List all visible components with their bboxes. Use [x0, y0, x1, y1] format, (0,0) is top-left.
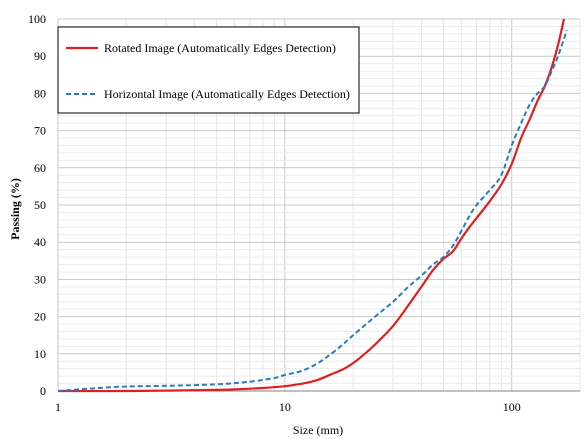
y-tick-label: 50 — [34, 198, 46, 212]
y-tick-label: 100 — [28, 12, 46, 26]
y-tick-label: 80 — [34, 86, 46, 100]
y-tick-label: 60 — [34, 161, 46, 175]
x-tick-label: 10 — [279, 400, 291, 414]
x-axis-label: Size (mm) — [293, 423, 343, 437]
y-axis-label: Passing (%) — [8, 178, 22, 240]
legend-label-rotated: Rotated Image (Automatically Edges Detec… — [104, 41, 336, 55]
y-tick-label: 90 — [34, 49, 46, 63]
y-tick-label: 10 — [34, 347, 46, 361]
legend-label-horizontal: Horizontal Image (Automatically Edges De… — [104, 87, 350, 101]
y-tick-label: 0 — [40, 384, 46, 398]
x-tick-label: 100 — [503, 400, 521, 414]
y-tick-label: 20 — [34, 310, 46, 324]
y-tick-label: 40 — [34, 235, 46, 249]
x-tick-label: 1 — [55, 400, 61, 414]
y-tick-label: 30 — [34, 272, 46, 286]
y-tick-label: 70 — [34, 124, 46, 138]
legend: Rotated Image (Automatically Edges Detec… — [58, 27, 359, 113]
